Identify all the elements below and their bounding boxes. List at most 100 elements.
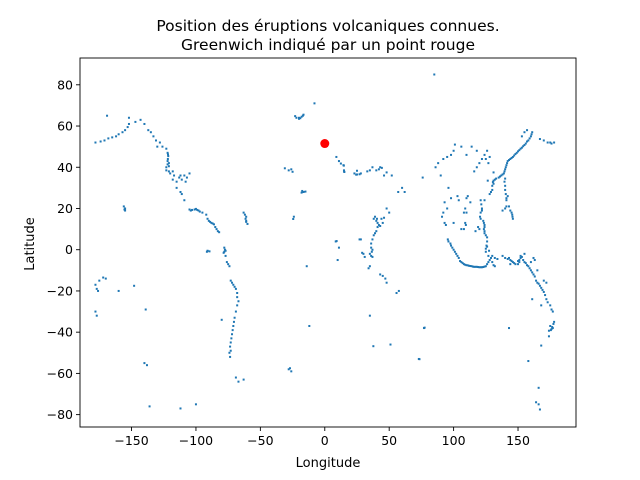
volcano-point — [288, 367, 291, 370]
volcano-point — [450, 197, 453, 200]
volcano-point — [475, 166, 478, 169]
volcano-point — [165, 166, 168, 169]
volcano-point — [501, 173, 504, 176]
volcano-point — [489, 256, 492, 259]
volcano-point — [127, 122, 130, 125]
volcano-point — [469, 265, 472, 267]
volcano-point — [358, 238, 361, 241]
volcano-point — [243, 213, 246, 216]
volcano-point — [370, 242, 373, 245]
volcano-point — [379, 225, 382, 228]
volcano-point — [545, 298, 548, 301]
volcano-point — [528, 267, 531, 270]
volcano-point — [236, 292, 239, 295]
volcano-point — [206, 217, 209, 220]
volcano-point — [95, 314, 98, 317]
volcano-point — [232, 320, 235, 323]
volcano-point — [483, 226, 486, 229]
volcano-point — [237, 300, 240, 303]
volcano-point — [383, 174, 386, 177]
volcano-point — [478, 266, 481, 269]
y-axis-label: Latitude — [23, 217, 38, 271]
volcano-point — [383, 216, 386, 219]
volcano-point — [212, 223, 215, 226]
volcano-point — [117, 289, 120, 292]
volcano-point — [149, 131, 152, 134]
volcano-point — [167, 155, 170, 158]
volcano-point — [145, 364, 148, 367]
volcano-point — [483, 230, 486, 233]
volcano-point — [374, 232, 377, 235]
volcano-point — [355, 173, 358, 176]
volcano-point — [504, 256, 507, 259]
volcano-point — [511, 261, 514, 264]
volcano-point — [158, 141, 161, 144]
volcano-point — [483, 232, 486, 235]
volcano-point — [206, 249, 209, 252]
volcano-point — [545, 281, 548, 284]
volcano-point — [514, 153, 517, 156]
volcano-point — [236, 296, 239, 299]
volcano-point — [166, 153, 169, 156]
volcano-point — [547, 329, 550, 332]
volcano-point — [504, 177, 507, 180]
volcano-point — [194, 403, 197, 406]
volcano-point — [486, 149, 489, 152]
x-tick-label: 100 — [442, 433, 466, 448]
volcano-point — [537, 403, 540, 406]
volcano-point — [370, 254, 373, 257]
volcano-point — [442, 158, 445, 161]
chart-title-line-1: Position des éruptions volcaniques connu… — [156, 17, 499, 35]
volcano-point — [531, 298, 534, 301]
volcano-point — [460, 261, 463, 264]
volcano-point — [376, 221, 379, 224]
volcano-point — [470, 265, 473, 268]
volcano-point — [439, 174, 442, 177]
volcano-point — [380, 217, 383, 220]
volcano-point — [313, 102, 316, 105]
volcano-point — [180, 193, 183, 196]
volcano-point — [485, 244, 488, 247]
volcano-point — [484, 250, 487, 253]
volcano-point — [531, 271, 534, 274]
volcano-point — [461, 262, 464, 265]
volcano-point — [223, 246, 226, 249]
volcano-point — [506, 162, 509, 165]
y-tick-label: −40 — [47, 325, 73, 340]
volcano-point — [530, 133, 533, 136]
volcano-point — [376, 226, 379, 229]
volcano-point — [224, 249, 227, 252]
volcano-point — [538, 284, 541, 287]
volcano-point — [377, 223, 380, 226]
x-tick-label: 50 — [381, 433, 397, 448]
volcano-point — [225, 261, 228, 264]
volcano-point — [540, 286, 543, 289]
volcano-point — [148, 405, 151, 408]
volcano-point — [453, 250, 456, 253]
volcano-point — [511, 215, 514, 218]
volcano-point — [504, 188, 507, 191]
y-axis-ticks: −80 −60 −40 −20 0 20 40 60 80 — [47, 77, 80, 422]
volcano-point — [486, 263, 489, 266]
volcano-point — [493, 265, 496, 268]
volcano-point — [450, 153, 453, 156]
volcano-point — [302, 190, 305, 193]
volcano-point — [544, 294, 547, 297]
volcano-point — [178, 176, 181, 179]
volcano-point — [215, 228, 218, 231]
volcano-point — [491, 181, 494, 184]
volcano-point — [207, 219, 210, 222]
volcano-point — [198, 210, 201, 213]
volcano-point — [167, 170, 170, 173]
volcano-point — [385, 207, 388, 210]
volcano-point — [513, 262, 516, 265]
volcano-point — [233, 316, 236, 319]
volcano-point — [106, 114, 109, 117]
volcano-point — [492, 171, 495, 174]
volcano-point — [342, 164, 345, 167]
volcano-point — [300, 115, 303, 118]
volcano-point — [510, 211, 513, 214]
volcano-point — [508, 159, 511, 162]
volcano-point — [126, 126, 129, 129]
